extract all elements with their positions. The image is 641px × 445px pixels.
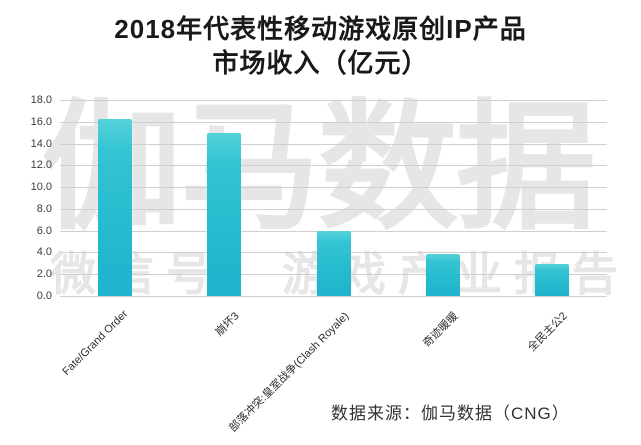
y-tick-label: 0.0 <box>36 290 52 302</box>
gridline <box>60 100 607 101</box>
x-axis-label-1: 崩坏3 <box>213 310 242 339</box>
gridline <box>60 165 607 167</box>
x-axis-label-0: Fate/Grand Order <box>60 308 131 378</box>
chart-title-line2: 市场收入（亿元） <box>212 48 429 78</box>
y-tick-label: 10.0 <box>30 181 52 194</box>
watermark-brand-text: 伽马数据 <box>42 89 596 246</box>
y-tick-label: 14.0 <box>30 137 52 150</box>
gridline <box>60 121 607 123</box>
gridline <box>60 296 607 297</box>
y-tick-label: 18.0 <box>30 94 52 106</box>
y-tick-label: 16.0 <box>30 115 52 128</box>
x-axis-label-4: 全民主公2 <box>525 310 570 355</box>
x-axis-label-3: 奇迹暖暖 <box>420 310 461 350</box>
bar-0 <box>97 118 132 296</box>
y-tick-label: 8.0 <box>36 202 52 215</box>
bar-2 <box>316 230 351 296</box>
y-tick-label: 2.0 <box>36 268 52 281</box>
gridline <box>60 187 607 189</box>
gridline <box>60 143 607 145</box>
y-tick-label: 6.0 <box>36 224 52 237</box>
chart-title-line1: 2018年代表性移动游戏原创IP产品 <box>114 14 527 44</box>
bar-4 <box>535 264 570 296</box>
data-source-caption: 数据来源：伽马数据（CNG） <box>331 404 570 423</box>
gridline <box>60 208 607 210</box>
y-tick-label: 4.0 <box>36 246 52 259</box>
chart-title: 2018年代表性移动游戏原创IP产品 市场收入（亿元） <box>0 12 641 80</box>
bar-1 <box>207 132 242 296</box>
y-tick-label: 12.0 <box>30 159 52 172</box>
bar-3 <box>425 253 460 296</box>
